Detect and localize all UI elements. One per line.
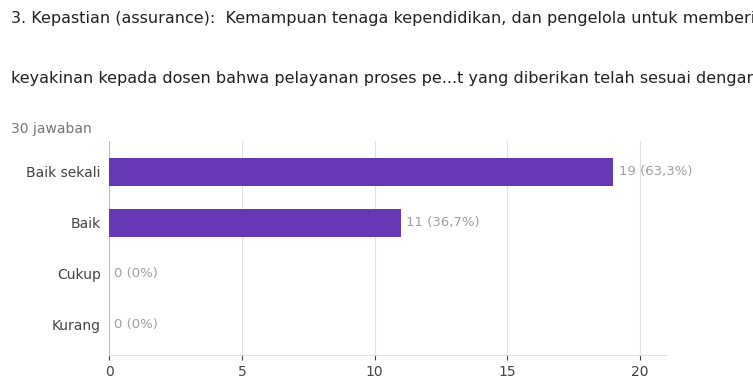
- Bar: [109, 209, 401, 237]
- Text: keyakinan kepada dosen bahwa pelayanan proses pe...t yang diberikan telah sesuai: keyakinan kepada dosen bahwa pelayanan p…: [11, 71, 753, 86]
- Text: 0 (0%): 0 (0%): [114, 267, 158, 280]
- Bar: [109, 158, 614, 186]
- Text: 30 jawaban: 30 jawaban: [11, 122, 92, 136]
- Text: 3. Kepastian (assurance):  Kemampuan tenaga kependidikan, dan pengelola untuk me: 3. Kepastian (assurance): Kemampuan tena…: [11, 11, 753, 26]
- Text: 11 (36,7%): 11 (36,7%): [407, 216, 480, 229]
- Text: 19 (63,3%): 19 (63,3%): [619, 165, 692, 178]
- Text: 0 (0%): 0 (0%): [114, 318, 158, 331]
